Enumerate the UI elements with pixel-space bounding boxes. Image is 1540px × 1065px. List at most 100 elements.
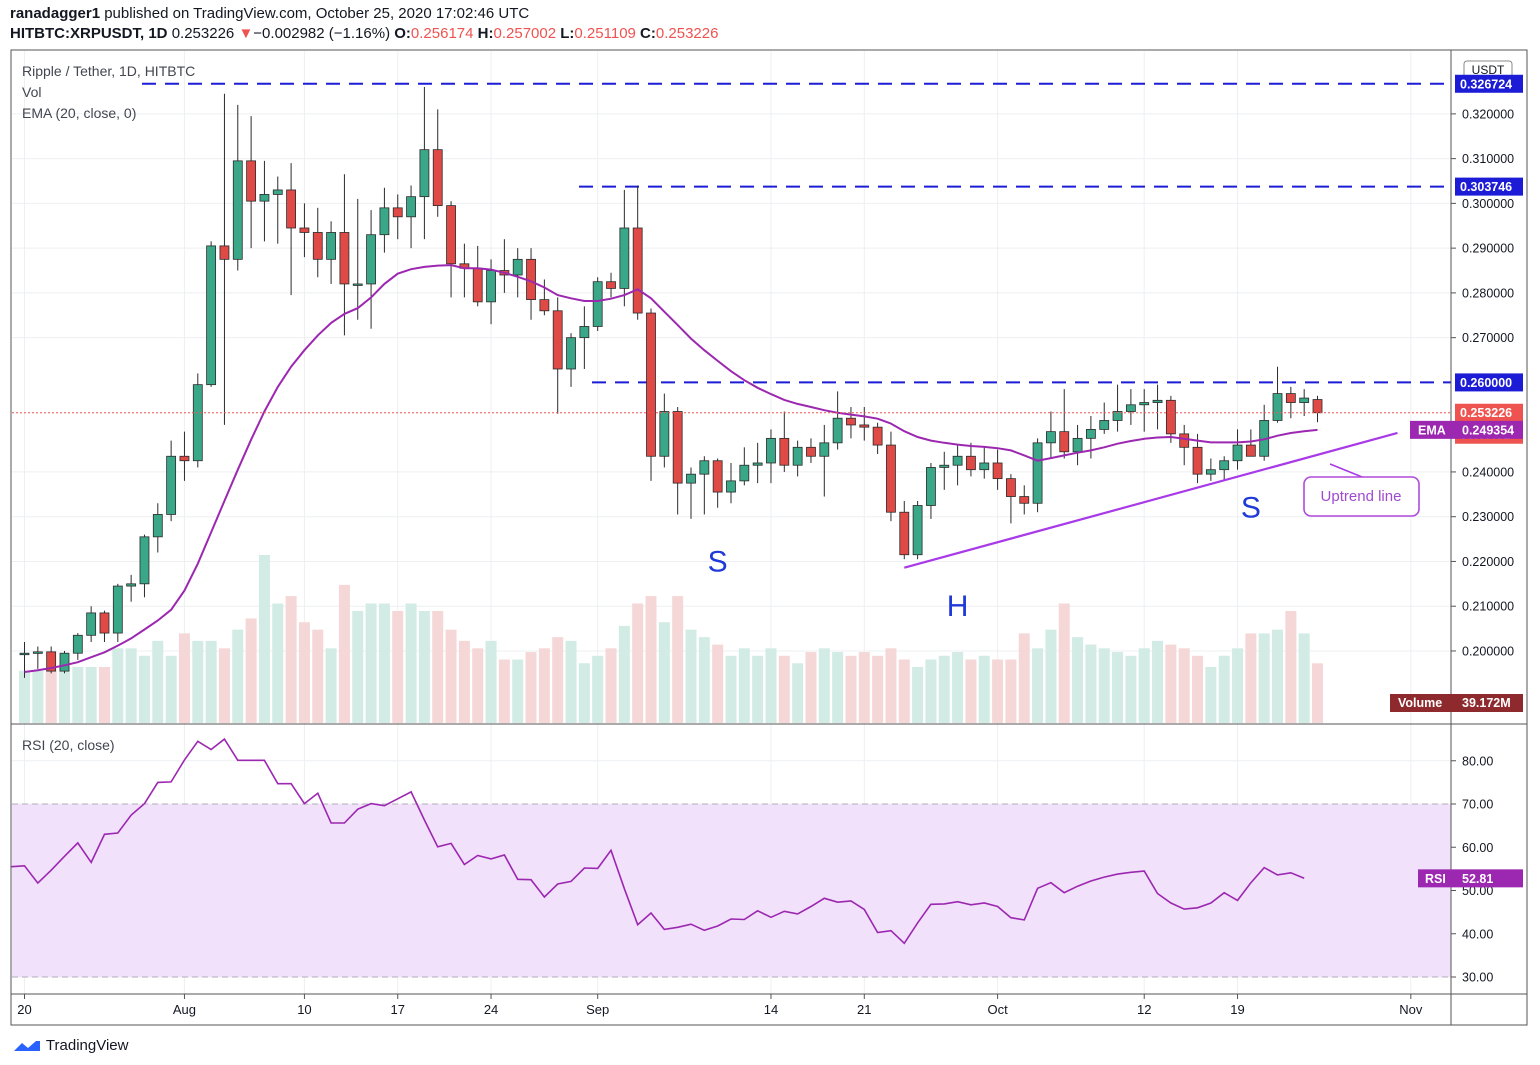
candle-up — [926, 467, 936, 506]
volume-bar — [138, 655, 150, 723]
candle-up — [32, 651, 43, 654]
candle-up — [939, 464, 950, 468]
volume-bar — [1072, 637, 1084, 723]
volume-bar — [605, 648, 617, 723]
candle-up — [952, 455, 963, 466]
author-name[interactable]: ranadagger1 — [10, 5, 101, 22]
close-value: 0.253226 — [655, 25, 719, 42]
candle-up — [206, 245, 217, 386]
candle-up — [19, 652, 30, 656]
volume-bar — [232, 629, 244, 723]
candle-up — [72, 634, 83, 654]
badge-last-price: 0.253226 — [1460, 406, 1512, 420]
volume-bar — [658, 622, 670, 723]
brand-text: TradingView — [45, 1037, 129, 1054]
candle-down — [339, 232, 350, 285]
badge-rsi-bg — [1418, 869, 1523, 888]
ohlc-line: HITBTC:XRPUSDT, 1D 0.253226 ▼−0.002982 (… — [10, 25, 718, 42]
volume-bar — [632, 603, 644, 723]
ema-line — [24, 264, 1318, 673]
volume-bar — [1218, 655, 1230, 723]
candle-up — [1272, 393, 1283, 421]
candle-up — [1099, 420, 1110, 430]
candle-up — [766, 437, 776, 464]
badge-last-price-bg — [1455, 403, 1523, 422]
volume-bar — [978, 655, 990, 723]
candle-up — [259, 194, 270, 202]
volume-bar — [898, 659, 910, 723]
badge-volume-value: 39.172M — [1462, 696, 1511, 710]
tradingview-logo[interactable]: TradingView — [12, 1037, 128, 1054]
candle-up — [1139, 402, 1150, 406]
change-value: −0.002982 (−1.16%) — [253, 25, 391, 42]
candle-down — [886, 444, 896, 513]
last-price: 0.253226 — [171, 25, 235, 42]
candle-up — [152, 514, 163, 538]
legend-title[interactable]: Ripple / Tether, 1D, HITBTC — [22, 63, 196, 79]
candle-up — [86, 612, 97, 636]
volume-bar — [1045, 629, 1057, 723]
volume-bar — [378, 603, 390, 723]
uptrend-callout-box — [1303, 476, 1420, 517]
candle-up — [192, 384, 203, 462]
candle-down — [992, 462, 1003, 480]
candle-down — [1019, 496, 1030, 504]
candle-up — [166, 455, 177, 515]
close-label: C: — [640, 25, 656, 42]
candle-down — [552, 310, 563, 370]
candle-up — [1125, 404, 1136, 412]
candle-up — [406, 196, 416, 218]
candle-up — [1112, 411, 1123, 421]
volume-bar — [538, 648, 550, 723]
candle-up — [726, 480, 736, 493]
time-tick-label: Sep — [586, 1002, 609, 1017]
volume-bar — [698, 637, 710, 723]
candle-down — [712, 460, 723, 493]
volume-bar — [738, 648, 750, 723]
volume-bar — [445, 629, 457, 723]
volume-bar — [1205, 667, 1217, 723]
rsi-band — [12, 804, 1451, 977]
volume-bar — [1192, 655, 1204, 723]
candle-up — [1086, 429, 1096, 439]
candle-up — [139, 536, 150, 585]
volume-bar — [245, 618, 257, 723]
badge-level-1-bg — [1455, 74, 1523, 93]
candle-up — [912, 505, 923, 556]
volume-bar — [645, 596, 657, 723]
volume-bar — [1272, 629, 1284, 723]
open-value: 0.256174 — [410, 25, 474, 42]
volume-bar — [485, 640, 497, 723]
open-label: O: — [394, 25, 411, 42]
volume-bar — [458, 640, 470, 723]
volume-bar — [925, 659, 937, 723]
legend-vol[interactable]: Vol — [22, 84, 42, 100]
candle-down — [219, 245, 230, 260]
uptrend-line — [903, 431, 1398, 569]
legend-ema[interactable]: EMA (20, close, 0) — [22, 105, 137, 121]
rsi-tick-label: 80.00 — [1462, 754, 1493, 768]
volume-bar — [565, 640, 577, 723]
time-tick-label: Oct — [987, 1002, 1008, 1017]
candle-up — [112, 585, 123, 634]
low-label: L: — [560, 25, 575, 42]
volume-bar — [405, 603, 417, 723]
candle-up — [979, 462, 990, 471]
price-tick-label: 0.200000 — [1462, 644, 1514, 658]
price-tick-label: 0.320000 — [1462, 107, 1514, 121]
volume-bar — [325, 648, 337, 723]
volume-bar — [752, 655, 764, 723]
badge-ema-bg — [1410, 420, 1523, 439]
candle-down — [1059, 431, 1070, 453]
rsi-tick-label: 40.00 — [1462, 927, 1493, 941]
badge-ema-label: EMA — [1418, 423, 1446, 437]
price-axis: 0.320000 0.310000 0.300000 0.290000 0.280000… — [1451, 107, 1514, 658]
legend-rsi[interactable]: RSI (20, close) — [22, 737, 115, 753]
volume-bar — [765, 648, 777, 723]
candle-up — [419, 149, 430, 198]
candle-down — [472, 267, 483, 303]
badge-level-3-bg — [1455, 373, 1523, 392]
candle-up — [1072, 437, 1083, 453]
volume-bar — [1258, 633, 1270, 723]
